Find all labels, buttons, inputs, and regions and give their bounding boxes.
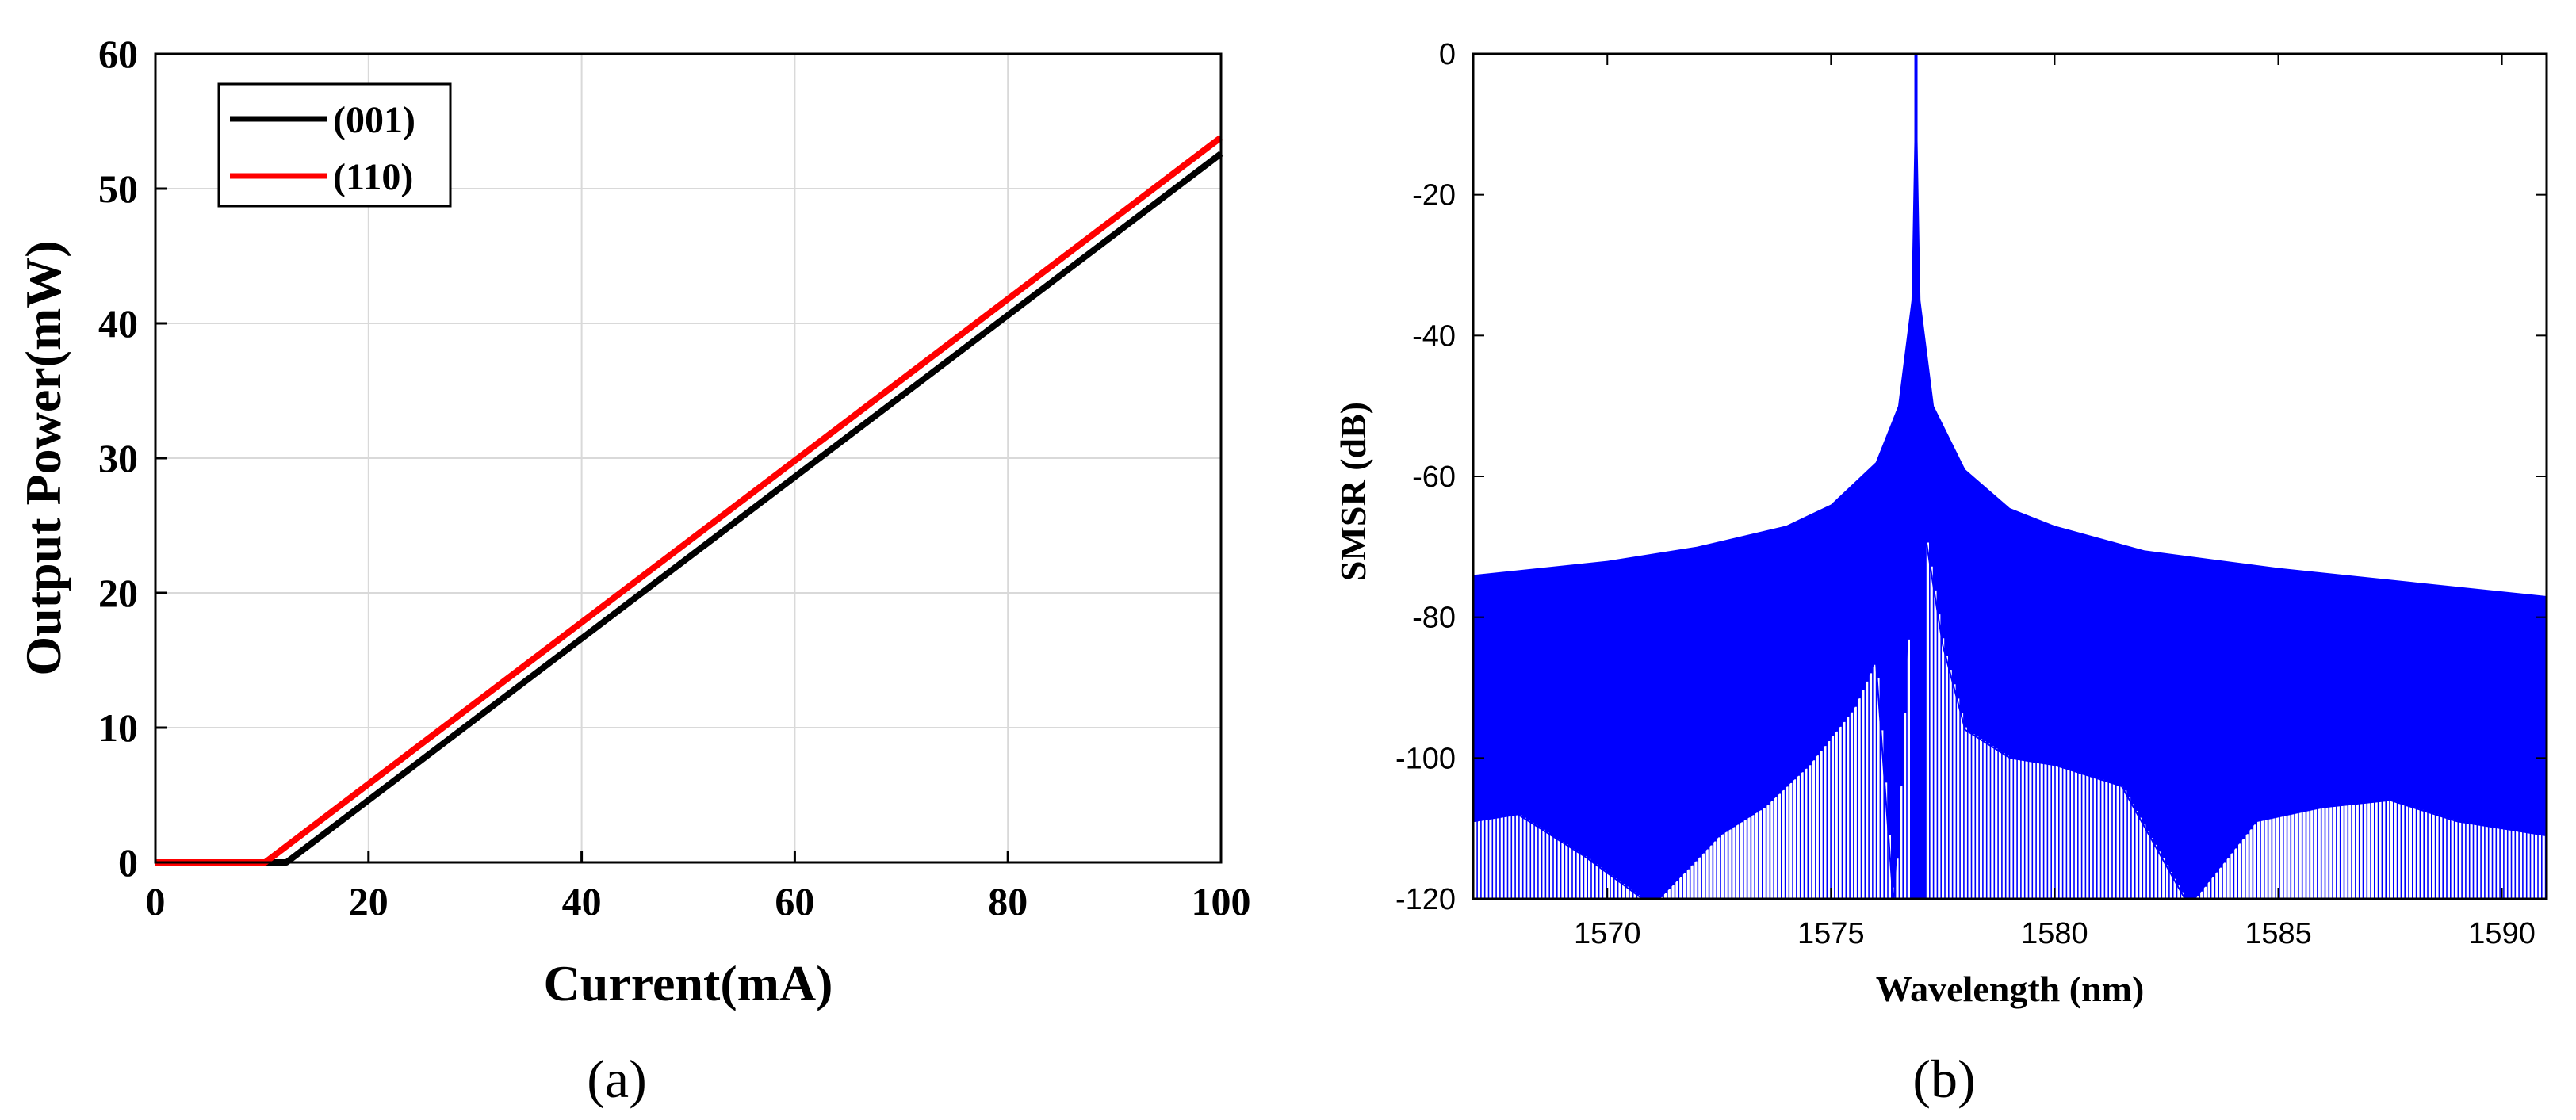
chart-b-y-tick-label: -100 — [1395, 742, 1456, 775]
caption-b: (b) — [1912, 1049, 1975, 1109]
chart-b-ylabel: SMSR (dB) — [1333, 402, 1373, 581]
chart-a-y-tick-label: 30 — [98, 436, 138, 480]
chart-a-xlabel: Current(mA) — [544, 955, 833, 1011]
legend-label-110: (110) — [333, 156, 413, 198]
chart-a-legend-box — [217, 82, 452, 208]
chart-a-y-tick-label: 0 — [118, 840, 138, 885]
chart-b-x-tick-label: 1570 — [1574, 917, 1641, 950]
chart-a-y-tick-label: 60 — [98, 32, 138, 76]
chart-a-legend: (001) (110) — [217, 82, 452, 208]
caption-a: (a) — [587, 1049, 646, 1109]
chart-a-x-ticks: 0 20 40 60 80 100 — [146, 851, 1251, 923]
chart-a-grid — [155, 53, 1222, 863]
chart-b-x-tick-label: 1590 — [2468, 917, 2536, 950]
chart-a-ylabel: Output Power(mW) — [15, 240, 71, 675]
chart-a-x-tick-label: 80 — [988, 879, 1028, 923]
chart-a-y-tick-label: 20 — [98, 571, 138, 615]
chart-a-x-tick-label: 20 — [349, 879, 389, 923]
chart-a-x-tick-label: 40 — [562, 879, 602, 923]
chart-a-y-ticks: 0 10 20 30 40 50 60 — [98, 32, 167, 885]
chart-a-y-tick-label: 40 — [98, 301, 138, 346]
chart-a: 0 20 40 60 80 100 0 10 20 30 40 50 60 Current(mA) O… — [15, 32, 1251, 1109]
chart-b-x-ticks: 1570 1575 1580 1585 1590 — [1574, 54, 2536, 950]
chart-a-x-tick-label: 0 — [146, 879, 166, 923]
chart-a-y-tick-label: 10 — [98, 705, 138, 750]
chart-b-series — [1473, 54, 2547, 899]
chart-b-y-tick-label: -20 — [1412, 179, 1456, 212]
spectrum-lower-envelope — [1473, 476, 2547, 899]
chart-b-y-tick-label: 0 — [1439, 38, 1456, 71]
chart-b-x-tick-label: 1585 — [2245, 917, 2312, 950]
chart-b-x-tick-label: 1580 — [2021, 917, 2088, 950]
chart-a-x-tick-label: 60 — [775, 879, 814, 923]
legend-label-001: (001) — [333, 99, 415, 141]
chart-a-x-tick-label: 100 — [1192, 879, 1251, 923]
chart-b-y-tick-label: -120 — [1395, 883, 1456, 916]
chart-b-x-tick-label: 1575 — [1797, 917, 1865, 950]
spectrum-fill — [1473, 54, 2547, 899]
chart-a-y-tick-label: 50 — [98, 166, 138, 211]
chart-b-y-tick-label: -60 — [1412, 461, 1456, 494]
chart-b-y-tick-label: -80 — [1412, 602, 1456, 635]
chart-b: 1570 1575 1580 1585 1590 0 -20 -40 -60 -80 -100 -1… — [1333, 38, 2548, 1109]
chart-b-y-ticks: 0 -20 -40 -60 -80 -100 -120 — [1395, 38, 2547, 916]
chart-b-xlabel: Wavelength (nm) — [1876, 969, 2145, 1009]
spectrum-side-mode-gaps — [1474, 542, 2547, 899]
chart-b-y-tick-label: -40 — [1412, 319, 1456, 353]
